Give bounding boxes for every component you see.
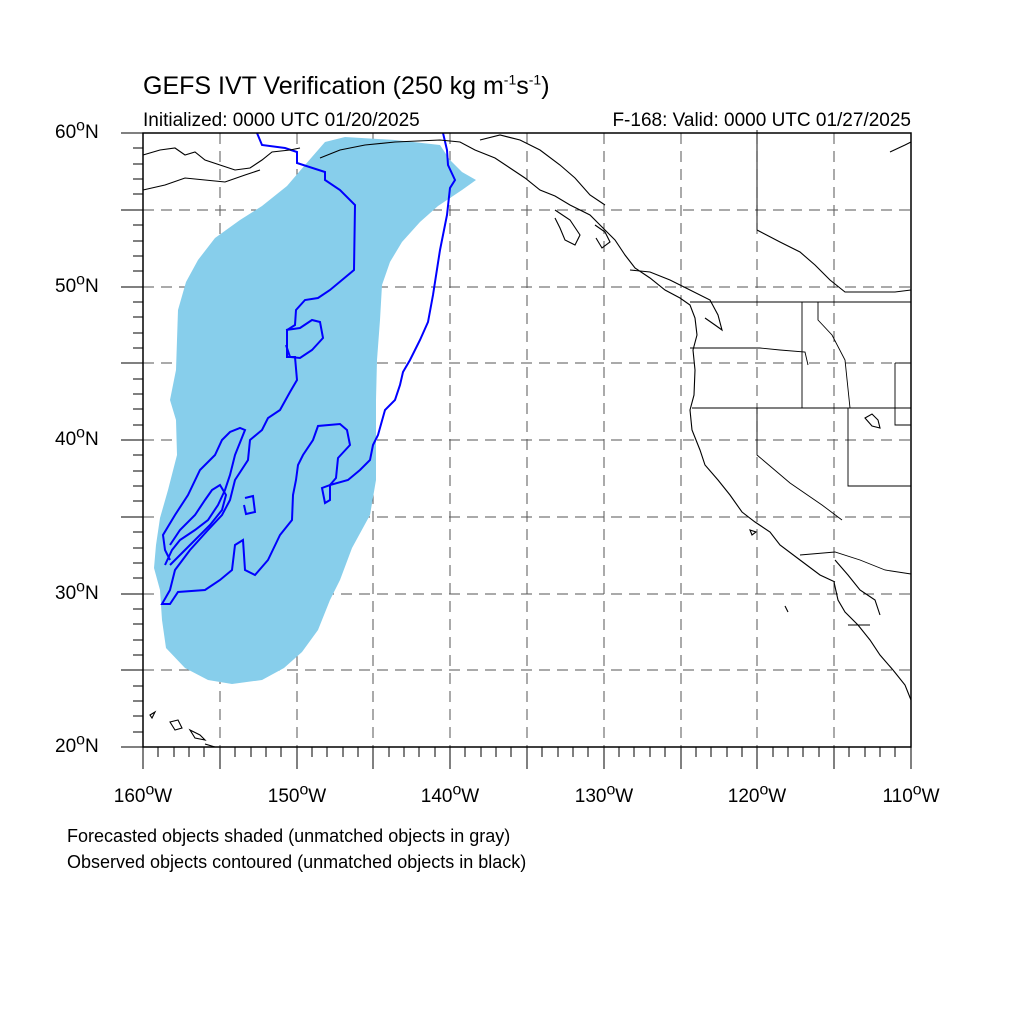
observed-contour-north: [160, 132, 457, 605]
observed-note: Observed objects contoured (unmatched ob…: [67, 852, 527, 872]
forecast-ivt-object: [154, 137, 476, 684]
lon-label-160w: 160oW: [113, 781, 173, 807]
observed-contour-inner-d: [243, 494, 257, 516]
lat-label-20n: 20oN: [55, 731, 99, 757]
observed-contour-inner-a: [285, 318, 325, 360]
lon-label-120w: 120oW: [727, 781, 787, 807]
lon-label-140w: 140oW: [420, 781, 480, 807]
observed-ivt-contours: [160, 132, 457, 605]
initialized-time: Initialized: 0000 UTC 01/20/2025: [143, 110, 420, 131]
map-title: GEFS IVT Verification (250 kg m-1s-1): [143, 71, 550, 100]
lon-label-110w: 110oW: [882, 781, 940, 807]
forecast-note: Forecasted objects shaded (unmatched obj…: [67, 826, 511, 846]
state-borders: [690, 130, 912, 626]
lat-label-30n: 30oN: [55, 578, 99, 604]
valid-time: F-168: Valid: 0000 UTC 01/27/2025: [612, 110, 911, 131]
lat-label-60n: 60oN: [55, 117, 99, 143]
lat-label-50n: 50oN: [55, 271, 99, 297]
coastlines: [142, 134, 912, 748]
lon-label-130w: 130oW: [574, 781, 634, 807]
observed-contour-inner-c: [169, 483, 228, 566]
tick-marks: [121, 132, 912, 769]
lat-label-40n: 40oN: [55, 424, 99, 450]
observed-contour-inner-b: [161, 426, 247, 566]
lon-label-150w: 150oW: [267, 781, 327, 807]
